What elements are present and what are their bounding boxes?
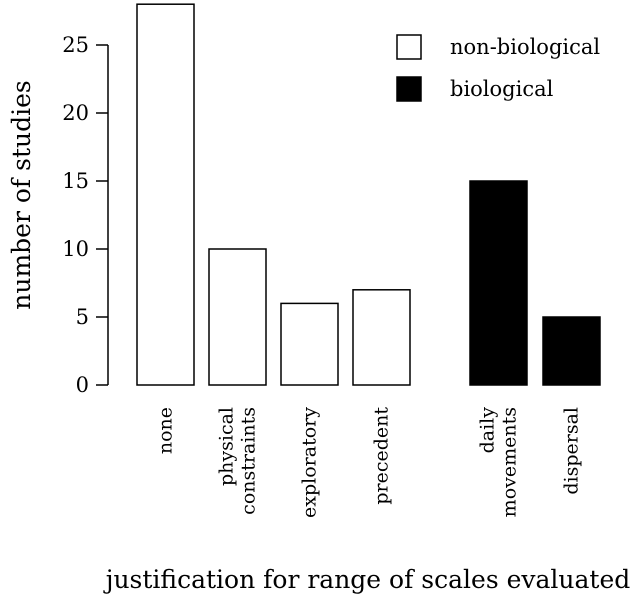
x-tick-label: none: [155, 407, 177, 454]
x-tick-label: dailymovements: [477, 407, 521, 518]
x-axis-title: justification for range of scales evalua…: [103, 565, 631, 594]
legend-label: biological: [450, 77, 554, 101]
x-axis-category-labels: none physicalconstraints exploratory preced…: [155, 407, 583, 518]
y-tick-label: 25: [62, 33, 89, 57]
y-axis: 0 5 10 15 20 25: [62, 33, 109, 397]
x-tick-label: precedent: [371, 407, 393, 505]
bar-physical-constraints: [208, 248, 267, 386]
bar-daily-movements: [469, 180, 528, 386]
y-tick-label: 20: [62, 101, 89, 125]
x-tick-label: dispersal: [561, 407, 583, 495]
legend-swatch-non-biological: [396, 34, 422, 60]
bar-none: [136, 3, 195, 386]
x-tick-label: exploratory: [299, 407, 321, 518]
legend: non-biological biological: [396, 34, 600, 102]
y-tick-label: 10: [62, 237, 89, 261]
legend-swatch-biological: [396, 76, 422, 102]
bars: [136, 3, 601, 386]
y-tick-label: 0: [76, 373, 89, 397]
bar-dispersal: [542, 316, 601, 386]
y-tick-label: 5: [76, 305, 89, 329]
y-axis-title: number of studies: [7, 80, 36, 309]
bar-exploratory: [280, 302, 339, 386]
y-tick-label: 15: [62, 169, 89, 193]
x-tick-label: physicalconstraints: [216, 407, 260, 515]
bar-precedent: [352, 289, 411, 386]
legend-label: non-biological: [450, 35, 600, 59]
